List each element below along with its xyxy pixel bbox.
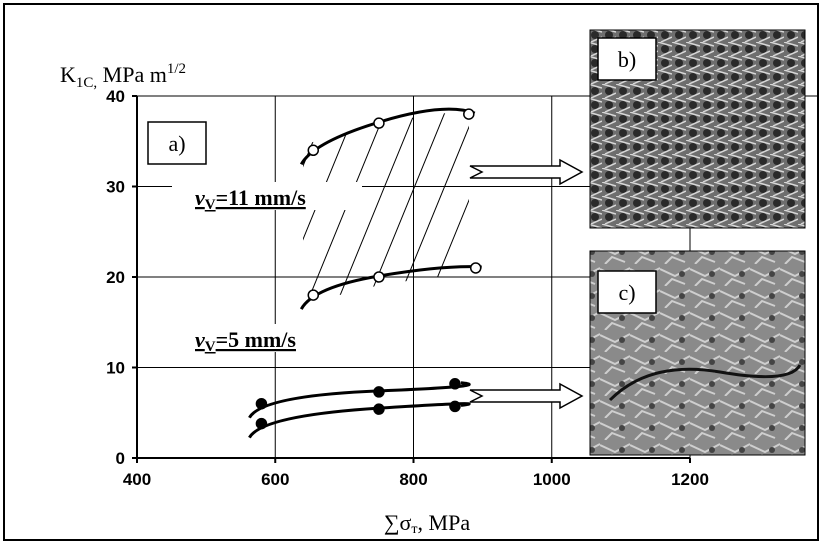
speed-symbol: v	[195, 327, 205, 352]
data-point	[308, 290, 318, 300]
y-tick-label: 0	[116, 449, 125, 468]
speed-sub: V	[205, 339, 216, 355]
speed-text: =11 mm/s	[216, 185, 307, 210]
data-point	[464, 109, 474, 119]
data-point	[308, 145, 318, 155]
y-tick-label: 10	[106, 359, 125, 378]
panel-label: a)	[168, 131, 185, 156]
x-axis-label-rest: , MPa	[418, 510, 471, 535]
figure: 0 10 20 30 40 400 600 800 1000 1200 a) b) c) K1C,…	[0, 0, 822, 544]
y-tick-label: 30	[106, 178, 125, 197]
y-axis-label-sub: 1C,	[76, 75, 97, 91]
data-point	[450, 401, 460, 411]
data-point	[450, 379, 460, 389]
x-tick-label: 600	[261, 470, 289, 489]
data-point	[374, 118, 384, 128]
x-axis-label: ∑σт, MPa	[384, 510, 470, 537]
x-tick-label: 1000	[533, 470, 571, 489]
data-point	[471, 263, 481, 273]
x-tick-label: 1200	[671, 470, 709, 489]
data-point	[256, 419, 266, 429]
speed-text: =5 mm/s	[216, 327, 297, 352]
data-point	[374, 272, 384, 282]
y-tick-label: 20	[106, 268, 125, 287]
x-tick-label: 400	[123, 470, 151, 489]
y-tick-label: 40	[106, 87, 125, 106]
speed-sub: V	[205, 197, 216, 213]
y-axis-label-sup: 1/2	[167, 61, 186, 77]
y-axis-label-rest: MPa m	[97, 62, 167, 87]
x-axis-label-main: ∑σ	[384, 510, 412, 535]
data-point	[374, 404, 384, 414]
x-tick-label: 800	[399, 470, 427, 489]
panel-label: b)	[618, 47, 636, 72]
data-point	[256, 399, 266, 409]
speed-symbol: v	[195, 185, 205, 210]
data-point	[374, 387, 384, 397]
y-axis-label-main: K	[60, 62, 76, 87]
panel-label: c)	[618, 280, 635, 305]
